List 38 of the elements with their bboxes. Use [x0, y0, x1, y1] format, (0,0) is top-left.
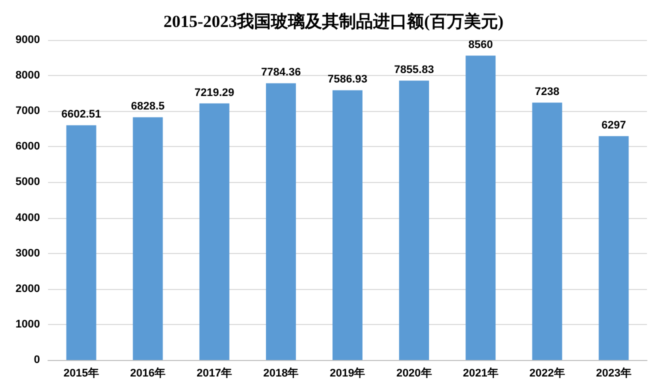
y-tick-label: 9000 [16, 34, 40, 46]
bar [332, 90, 362, 360]
y-tick-label: 5000 [16, 176, 40, 188]
chart-title: 2015-2023我国玻璃及其制品进口额(百万美元) [164, 12, 504, 31]
bar [532, 102, 562, 360]
bar [199, 103, 230, 360]
bar [266, 83, 296, 360]
data-label: 6297 [601, 120, 626, 132]
data-label: 7586.93 [328, 74, 368, 86]
data-label: 6602.51 [61, 108, 102, 121]
bar [598, 136, 629, 360]
x-tick-label: 2019年 [330, 366, 366, 380]
x-tick-label: 2018年 [263, 366, 299, 380]
y-tick-label: 1000 [16, 318, 40, 330]
bar [132, 117, 163, 360]
y-tick-label: 7000 [16, 105, 40, 118]
data-label: 6828.5 [131, 100, 165, 113]
x-tick-label: 2016年 [130, 366, 166, 380]
data-label: 7855.83 [394, 64, 434, 76]
x-tick-label: 2017年 [196, 366, 232, 380]
x-tick-label: 2023年 [596, 366, 632, 380]
y-tick-label: 0 [34, 354, 40, 366]
y-tick-label: 8000 [16, 70, 40, 82]
y-tick-label: 3000 [16, 247, 40, 260]
y-tick-label: 2000 [16, 282, 40, 295]
data-label: 7238 [534, 86, 560, 98]
bar [66, 125, 96, 360]
x-tick-label: 2021年 [462, 366, 498, 380]
bar [399, 80, 430, 360]
y-tick-label: 6000 [16, 140, 40, 153]
x-tick-label: 2022年 [529, 366, 565, 380]
data-label: 7219.29 [194, 86, 234, 99]
data-label: 8560 [468, 39, 493, 52]
x-tick-label: 2015年 [64, 366, 100, 380]
bar [466, 56, 496, 360]
y-tick-label: 4000 [16, 212, 40, 224]
x-tick-label: 2020年 [396, 366, 432, 380]
data-label: 7784.36 [261, 66, 301, 79]
